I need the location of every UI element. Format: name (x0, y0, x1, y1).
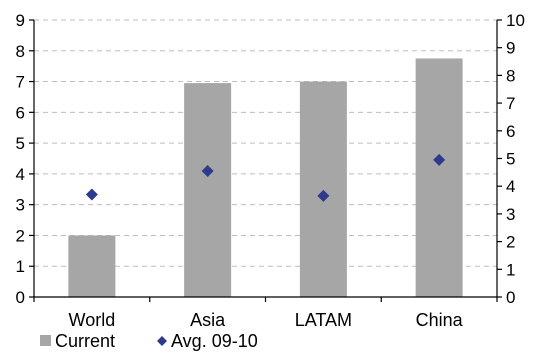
left-axis-tick-label: 1 (16, 257, 25, 276)
left-axis-tick-label: 2 (16, 226, 25, 245)
bar-asia (184, 83, 232, 297)
left-axis-tick-label: 0 (16, 288, 25, 307)
right-axis-tick-label: 3 (506, 205, 515, 224)
marker-asia (201, 164, 214, 177)
bars (68, 58, 463, 297)
category-label-world: World (69, 310, 116, 330)
right-axis-tick-labels: 0 1 2 3 4 5 6 7 8 9 10 (506, 11, 525, 307)
right-axis-tick-label: 9 (506, 39, 515, 58)
right-axis-tick-label: 1 (506, 260, 515, 279)
legend-label-current: Current (55, 331, 115, 351)
left-axis-tick-label: 9 (16, 11, 25, 30)
category-label-asia: Asia (190, 310, 226, 330)
marker-world (85, 188, 98, 201)
right-axis-tick-label: 7 (506, 94, 515, 113)
legend-swatch-avg-09-10 (157, 336, 167, 346)
left-axis-tick-label: 6 (16, 103, 25, 122)
left-axis-tick-label: 8 (16, 42, 25, 61)
bar-world (68, 235, 116, 297)
left-axis-tick-label: 3 (16, 196, 25, 215)
right-axis-tick-label: 0 (506, 288, 515, 307)
marker-china (433, 153, 446, 166)
category-label-latam: LATAM (295, 310, 352, 330)
left-axis-tick-label: 4 (16, 165, 25, 184)
left-axis-tick-label: 7 (16, 73, 25, 92)
axes (29, 19, 502, 302)
markers (85, 153, 446, 202)
right-axis-tick-label: 2 (506, 233, 515, 252)
right-axis-tick-label: 5 (506, 150, 515, 169)
category-label-china: China (416, 310, 464, 330)
legend-swatch-current (40, 335, 51, 346)
legend-label-avg-09-10: Avg. 09-10 (171, 331, 258, 351)
left-axis-tick-label: 5 (16, 134, 25, 153)
marker-latam (317, 189, 330, 202)
left-axis-tick-labels: 0 1 2 3 4 5 6 7 8 9 (16, 11, 25, 307)
right-axis-tick-label: 4 (506, 177, 515, 196)
right-axis-tick-label: 10 (506, 11, 525, 30)
category-labels: World Asia LATAM China (69, 310, 464, 330)
bar-latam (299, 81, 347, 297)
right-axis-tick-label: 8 (506, 66, 515, 85)
legend: Current Avg. 09-10 (40, 331, 258, 351)
bar-china (415, 58, 463, 297)
right-axis-tick-label: 6 (506, 122, 515, 141)
